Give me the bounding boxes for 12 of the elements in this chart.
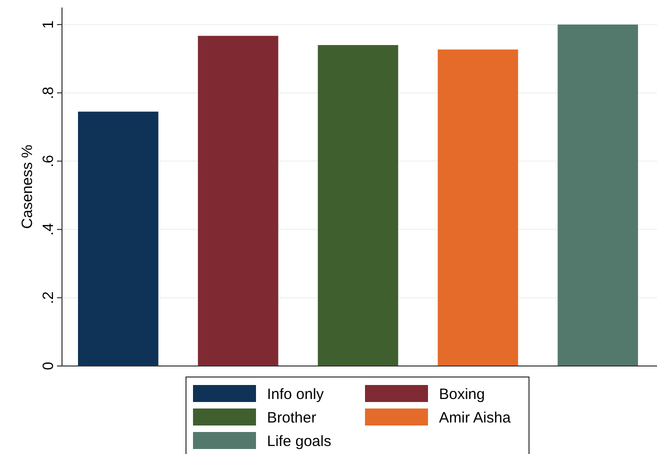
y-tick-label: .6 <box>40 154 57 168</box>
legend-label: Boxing <box>439 386 485 403</box>
y-tick-label: .4 <box>40 223 57 236</box>
legend-label: Info only <box>267 386 324 403</box>
legend-label: Brother <box>267 410 316 426</box>
y-axis-title: Caseness % <box>19 144 36 229</box>
y-tick-label: 0 <box>40 362 57 370</box>
y-tick-label: .2 <box>40 291 57 304</box>
legend-label: Amir Aisha <box>439 410 512 426</box>
y-tick-label: .8 <box>40 86 57 100</box>
legend-label: Life goals <box>267 433 332 450</box>
y-tick-label: 1 <box>40 20 57 29</box>
